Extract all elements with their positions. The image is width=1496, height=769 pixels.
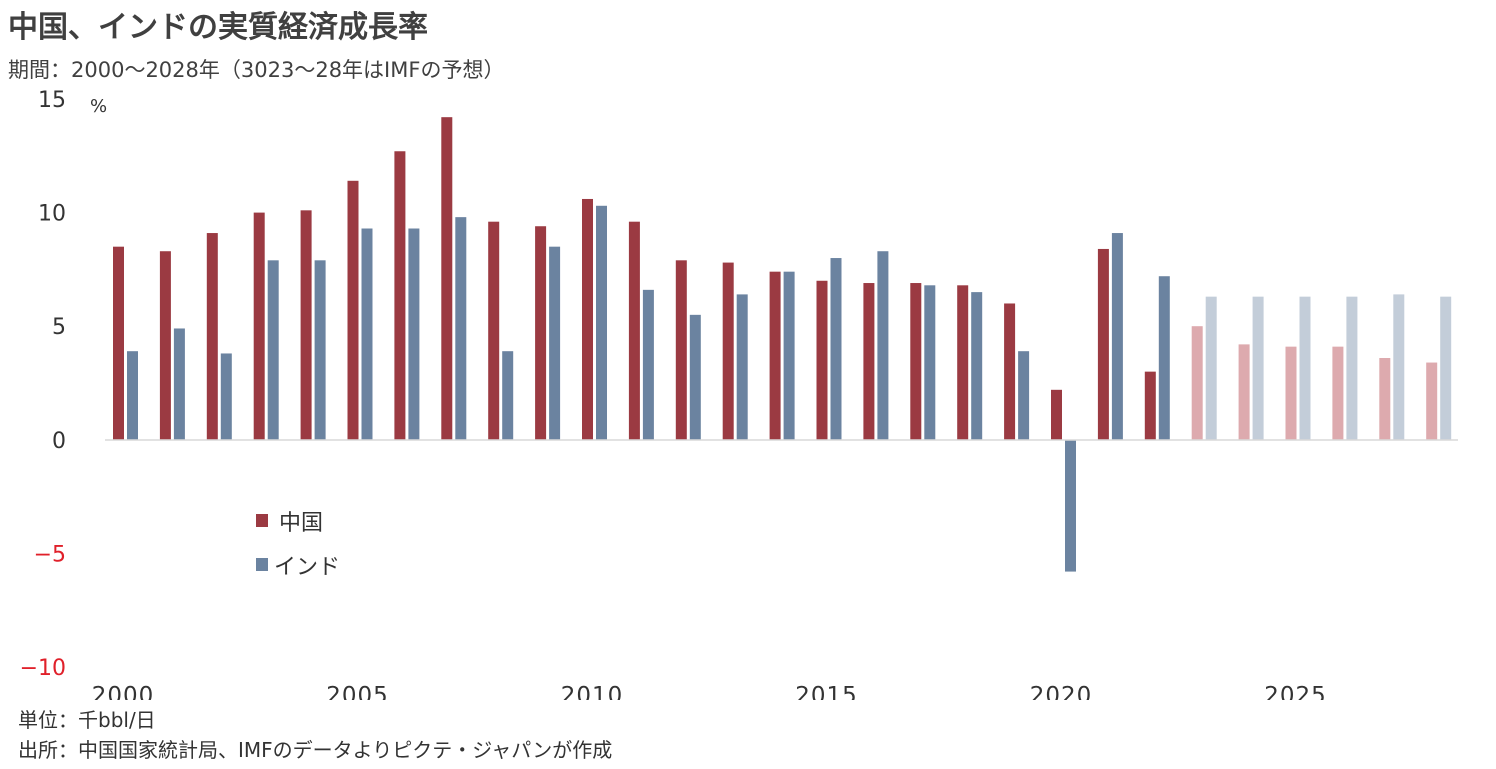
bar-china-2005 [347, 180, 359, 440]
y-tick-label: −5 [34, 542, 66, 567]
y-tick-label: 0 [52, 429, 66, 454]
bar-india-2022 [1158, 276, 1170, 440]
bar-china-2028 [1426, 362, 1438, 440]
bar-india-2009 [549, 246, 561, 440]
chart-title: 中国、インドの実質経済成長率 [8, 10, 428, 45]
bar-china-2006 [394, 151, 406, 440]
bar-india-2012 [689, 314, 701, 440]
bar-india-2004 [314, 260, 326, 440]
bar-china-2004 [300, 210, 312, 440]
bar-china-2027 [1379, 358, 1391, 440]
bar-india-2020 [1065, 439, 1076, 572]
bar-china-2025 [1285, 346, 1297, 440]
legend: 中国 インド [256, 511, 340, 580]
bar-china-2012 [675, 260, 687, 440]
x-tick-label: 2020 [1030, 683, 1093, 700]
y-tick-label: 5 [52, 315, 66, 340]
bar-india-2015 [830, 258, 842, 440]
y-tick-label: 10 [38, 202, 66, 227]
x-tick-label: 2000 [92, 683, 155, 700]
bar-india-2017 [924, 285, 936, 440]
bar-india-2003 [267, 260, 279, 440]
bar-india-2016 [877, 251, 889, 440]
bar-china-2017 [910, 283, 922, 440]
bar-chart: 15 10 5 0 −5 −10 2000 2005 2010 2015 2020 2025 % 中… [20, 88, 1458, 700]
legend-label-china: 中国 [279, 511, 323, 536]
bar-china-2014 [769, 271, 781, 440]
chart-subtitle: 期間：2000～2028年（3023～28年はIMFの予想） [8, 58, 505, 82]
bar-india-2000 [127, 351, 138, 440]
bar-india-2026 [1346, 296, 1358, 440]
bar-china-2011 [628, 221, 640, 440]
legend-swatch-india [256, 558, 268, 571]
bar-china-2026 [1332, 346, 1344, 440]
x-tick-label: 2005 [326, 683, 389, 700]
bar-china-2000 [113, 246, 124, 440]
bar-china-2010 [582, 198, 593, 440]
x-tick-label: 2015 [795, 683, 858, 700]
x-axis-ticks: 2000 2005 2010 2015 2020 2025 [92, 683, 1327, 700]
legend-label-india: インド [274, 555, 340, 580]
bar-china-2018 [957, 285, 969, 440]
bar-china-2022 [1144, 371, 1156, 440]
bar-china-2020 [1051, 389, 1062, 440]
bar-china-2016 [863, 283, 875, 440]
source-note: 出所：中国国家統計局、IMFのデータよりピクテ・ジャパンが作成 [18, 738, 613, 762]
bar-china-2003 [253, 212, 265, 440]
bar-india-2005 [361, 228, 373, 440]
bar-india-2007 [455, 217, 467, 440]
bar-india-2006 [408, 228, 420, 440]
bar-india-2023 [1205, 296, 1217, 440]
bar-china-2023 [1191, 326, 1203, 440]
bar-china-2013 [722, 262, 734, 440]
unit-note: 単位：千bbl/日 [18, 708, 156, 732]
bar-india-2018 [971, 292, 983, 440]
bar-china-2008 [488, 221, 500, 440]
bar-india-2011 [642, 289, 654, 440]
bars-group [113, 117, 1452, 572]
bar-india-2028 [1440, 296, 1452, 440]
bar-india-2002 [220, 353, 232, 440]
bar-china-2007 [441, 117, 453, 440]
legend-swatch-china [256, 514, 268, 527]
bar-china-2001 [159, 251, 171, 440]
bar-india-2008 [502, 351, 514, 440]
bar-india-2021 [1111, 233, 1123, 440]
bar-india-2014 [783, 271, 795, 440]
bar-india-2027 [1393, 294, 1405, 440]
bar-india-2010 [596, 205, 607, 440]
bar-india-2024 [1252, 296, 1264, 440]
bar-china-2021 [1097, 248, 1109, 440]
x-tick-label: 2025 [1264, 683, 1327, 700]
y-axis-unit-label: % [90, 96, 107, 117]
x-tick-label: 2010 [561, 683, 624, 700]
bar-china-2002 [206, 233, 218, 440]
y-tick-label: −10 [20, 656, 66, 681]
y-tick-label: 15 [38, 88, 66, 113]
y-axis-ticks: 15 10 5 0 −5 −10 [20, 88, 66, 681]
bar-india-2019 [1018, 351, 1030, 440]
bar-china-2024 [1238, 344, 1250, 440]
bar-india-2001 [173, 328, 185, 440]
bar-china-2019 [1004, 303, 1016, 440]
bar-india-2013 [736, 294, 748, 440]
bar-china-2009 [535, 226, 547, 440]
bar-china-2015 [816, 280, 828, 440]
bar-india-2025 [1299, 296, 1311, 440]
